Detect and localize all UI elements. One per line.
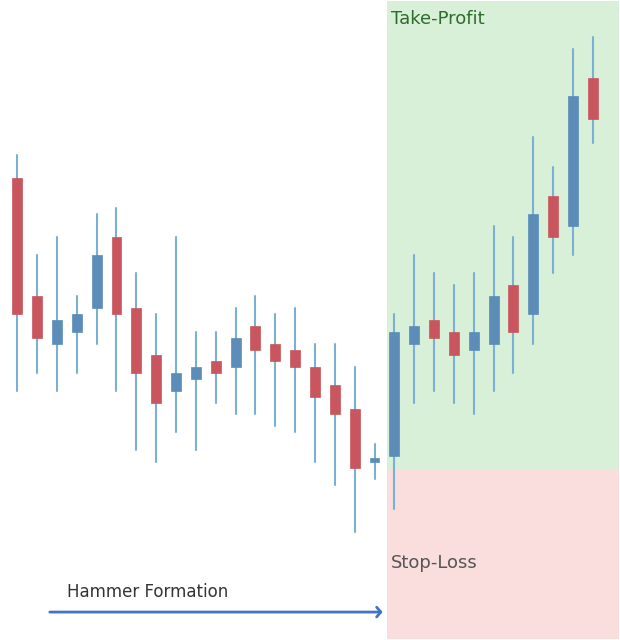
Bar (568, 96, 578, 225)
Bar (469, 332, 479, 349)
Bar (389, 332, 399, 456)
Bar (52, 320, 62, 344)
Bar (191, 367, 201, 379)
Bar (409, 326, 419, 344)
Bar (72, 314, 82, 332)
Bar (270, 344, 280, 362)
Bar (350, 408, 360, 467)
Bar (250, 326, 260, 349)
Bar (388, 470, 619, 639)
Bar (290, 349, 300, 367)
Bar (112, 237, 122, 314)
Bar (528, 214, 538, 314)
Bar (588, 78, 598, 120)
Bar (151, 355, 161, 403)
Bar (429, 320, 439, 338)
Bar (211, 362, 221, 373)
Bar (388, 1, 619, 470)
Text: Take-Profit: Take-Profit (391, 10, 485, 28)
Bar (449, 332, 459, 355)
Text: Hammer Formation: Hammer Formation (67, 584, 228, 602)
Bar (548, 196, 558, 237)
Text: Stop-Loss: Stop-Loss (391, 554, 478, 572)
Bar (370, 458, 379, 461)
Bar (310, 367, 320, 397)
Bar (171, 373, 181, 391)
Bar (131, 308, 141, 373)
Bar (32, 296, 42, 338)
Bar (508, 285, 518, 332)
Bar (231, 338, 241, 367)
Bar (92, 255, 102, 308)
Bar (489, 296, 498, 344)
Bar (330, 385, 340, 415)
Bar (12, 179, 22, 314)
